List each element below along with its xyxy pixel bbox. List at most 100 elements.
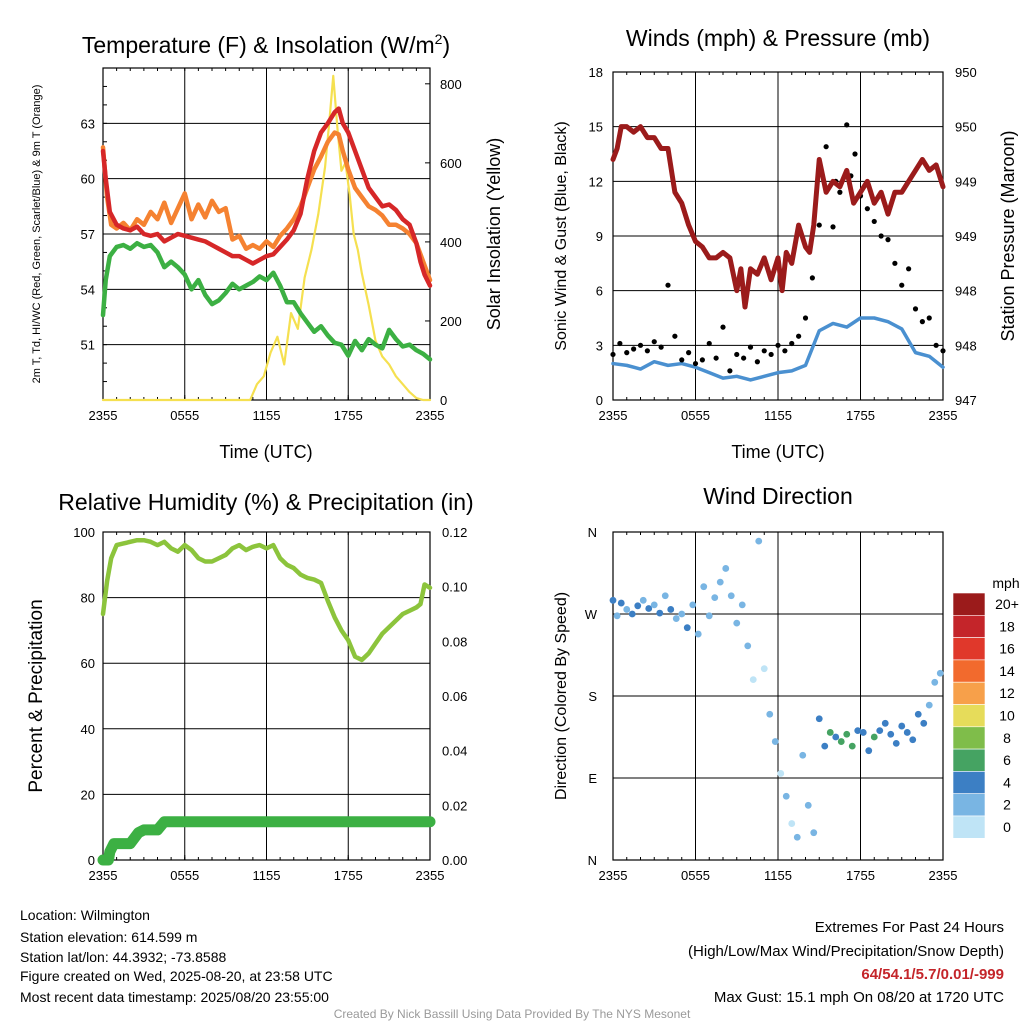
direction-point	[782, 792, 790, 800]
gust-point	[852, 151, 858, 157]
y-tick-label-left: 6	[596, 284, 603, 299]
extremes-title: Extremes For Past 24 Hours	[814, 919, 1004, 936]
gust-point	[796, 333, 802, 339]
direction-point	[821, 742, 829, 750]
direction-point	[628, 610, 636, 618]
x-tick-label: 2355	[416, 408, 445, 423]
x-tick-label: 2355	[929, 868, 958, 883]
y-tick-label-right: 200	[440, 314, 462, 329]
info-latlon: Station lat/lon: 44.3932; -73.8588	[20, 949, 227, 965]
extremes-subtitle: (High/Low/Max Wind/Precipitation/Snow De…	[688, 943, 1004, 960]
y-tick-label-left: 63	[81, 116, 95, 131]
y-tick-label: S	[588, 689, 597, 704]
direction-point	[667, 606, 675, 613]
gust-point	[830, 224, 836, 230]
gust-point	[644, 348, 650, 354]
direction-point	[727, 592, 735, 600]
y-tick-label-left: 3	[596, 338, 603, 353]
direction-point	[788, 820, 796, 827]
direction-point	[914, 710, 922, 718]
direction-point	[683, 624, 691, 632]
gust-point	[892, 260, 898, 266]
y-tick-label-right: 949	[955, 174, 977, 189]
series-line-pressure	[610, 124, 946, 310]
direction-point	[760, 665, 768, 673]
legend-swatch	[952, 681, 986, 705]
x-tick-label: 2355	[599, 868, 628, 883]
direction-point	[870, 733, 878, 741]
y-tick-label-right: 0.12	[442, 525, 467, 540]
y-tick-label-left: 100	[73, 525, 95, 540]
legend-title: mph	[992, 575, 1019, 591]
y-tick-label: N	[588, 525, 597, 540]
direction-point	[678, 610, 686, 618]
legend-label: 10	[999, 708, 1015, 724]
gust-point	[837, 189, 843, 195]
info-recent: Most recent data timestamp: 2025/08/20 2…	[20, 989, 329, 1005]
x-tick-label: 2355	[89, 408, 118, 423]
x-axis-label: Time (UTC)	[731, 442, 824, 462]
gust-point	[637, 342, 644, 348]
direction-point	[609, 596, 617, 604]
legend-swatch	[952, 726, 986, 750]
legend-swatch	[952, 704, 986, 728]
y-tick-label-right: 0.08	[442, 634, 467, 649]
x-axis-label: Time (UTC)	[219, 442, 312, 462]
legend-label: 6	[1003, 752, 1011, 768]
direction-point	[777, 770, 785, 777]
y-tick-label-right: 950	[955, 120, 977, 135]
x-tick-label: 2355	[599, 408, 628, 423]
direction-point	[617, 599, 625, 607]
direction-point	[876, 727, 884, 735]
chart-title: Wind Direction	[703, 483, 853, 509]
y-tick-label-left: 0	[88, 853, 95, 868]
direction-point	[865, 747, 873, 755]
legend-label: 20+	[995, 596, 1019, 612]
series-line-yellow	[101, 74, 432, 402]
series-line-precip	[97, 816, 436, 866]
gust-point	[940, 348, 946, 354]
gust-point	[912, 306, 919, 312]
x-tick-label: 0555	[170, 408, 199, 423]
gust-point	[768, 351, 774, 358]
gust-point	[699, 357, 705, 363]
gust-point	[809, 275, 815, 281]
direction-point	[733, 619, 741, 627]
x-tick-label: 1155	[764, 408, 792, 423]
gust-point	[878, 233, 884, 239]
direction-point	[722, 565, 730, 572]
gust-point	[802, 315, 809, 321]
legend-label: 12	[999, 685, 1015, 701]
gust-point	[761, 348, 767, 354]
direction-point	[623, 606, 631, 613]
x-tick-label: 2355	[929, 408, 958, 423]
gust-point	[933, 342, 939, 348]
direction-point	[656, 609, 664, 617]
plot-frame	[612, 71, 944, 401]
info-created: Figure created on Wed, 2025-08-20, at 23…	[20, 968, 333, 984]
direction-point	[815, 715, 823, 723]
y-tick-label-right: 400	[440, 235, 462, 250]
gust-point	[782, 348, 788, 354]
direction-point	[898, 722, 906, 730]
y-tick-label-right: 800	[440, 77, 462, 92]
direction-point	[826, 729, 834, 736]
gust-point	[686, 350, 692, 356]
y-tick-label-left: 57	[81, 227, 95, 242]
series-line-rh	[100, 537, 433, 663]
direction-point	[744, 642, 752, 650]
x-tick-label: 0555	[170, 868, 199, 883]
y-tick-label-left: 9	[596, 229, 603, 244]
gust-point	[665, 282, 671, 288]
direction-point	[837, 738, 845, 745]
gust-point	[720, 324, 726, 330]
direction-point	[892, 739, 900, 747]
extremes-values: 64/54.1/5.7/0.01/-999	[861, 966, 1004, 983]
gust-point	[692, 360, 699, 367]
legend-label: 4	[1003, 774, 1011, 790]
gust-point	[679, 357, 685, 363]
gust-point	[651, 339, 657, 345]
x-tick-label: 1155	[253, 868, 281, 883]
direction-point	[804, 801, 812, 809]
